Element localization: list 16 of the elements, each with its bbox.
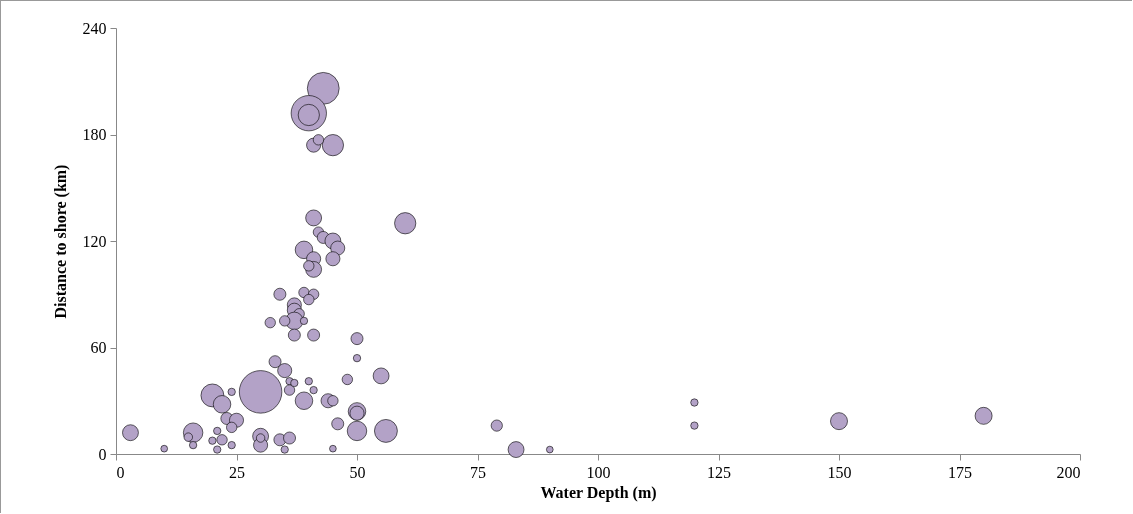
x-tick-label: 25 [229, 463, 245, 481]
x-tick-label: 75 [470, 463, 486, 481]
x-tick-label: 175 [948, 463, 972, 481]
y-tick-label: 0 [98, 445, 107, 463]
y-tick-label: 120 [82, 232, 107, 250]
x-tick-label: 0 [116, 463, 125, 481]
y-tick-label: 240 [82, 19, 107, 37]
y-tick-label: 180 [82, 126, 107, 143]
x-axis-title: Water Depth (m) [540, 483, 657, 502]
y-axis-title: Distance to shore (km) [51, 164, 70, 319]
x-tick-label: 50 [349, 463, 366, 481]
x-tick-label: 100 [586, 463, 611, 481]
x-tick-label: 200 [1056, 463, 1081, 481]
x-tick-label: 150 [827, 463, 852, 481]
x-tick-label: 125 [707, 463, 731, 481]
y-tick-label: 60 [90, 339, 107, 356]
